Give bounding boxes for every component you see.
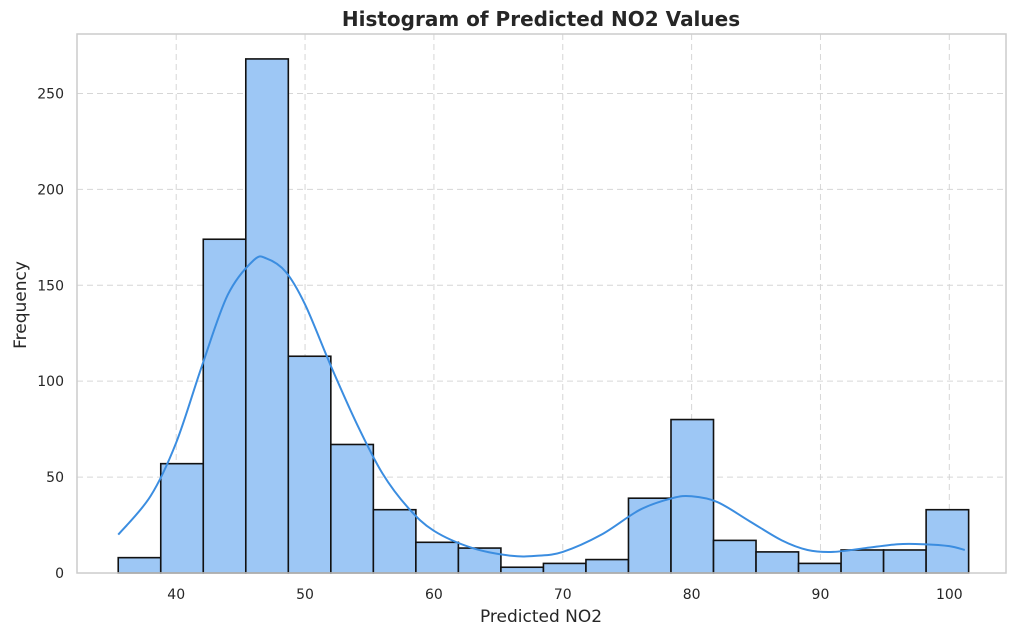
- y-tick-label: 0: [55, 566, 64, 582]
- x-tick-label: 40: [167, 587, 185, 603]
- x-tick-label: 90: [812, 587, 830, 603]
- histogram-bar: [117, 556, 162, 574]
- histogram-bar: [457, 547, 502, 574]
- y-axis-ticks: 0 50 100 150 200 250: [37, 86, 64, 582]
- histogram-bar: [202, 238, 247, 574]
- histogram-bar: [755, 551, 800, 574]
- histogram-bar: [287, 355, 332, 574]
- chart-title: Histogram of Predicted NO2 Values: [342, 7, 740, 31]
- x-tick-label: 80: [683, 587, 701, 603]
- histogram-bar: [585, 558, 630, 574]
- histogram-bar: [627, 497, 672, 574]
- histogram-bar: [159, 462, 205, 574]
- histogram-bar: [500, 566, 545, 574]
- x-tick-label: 50: [296, 587, 314, 603]
- y-axis-label: Frequency: [11, 261, 31, 349]
- histogram-bar: [244, 58, 290, 574]
- x-axis-label: Predicted NO2: [480, 607, 602, 627]
- histogram-bar: [372, 508, 417, 574]
- x-tick-label: 100: [936, 587, 963, 603]
- histogram-bar: [925, 508, 970, 574]
- y-tick-label: 50: [46, 470, 64, 486]
- x-tick-label: 60: [425, 587, 443, 603]
- histogram-bar: [542, 562, 587, 574]
- histogram-bar: [882, 549, 927, 574]
- histogram-bar: [797, 562, 842, 574]
- y-tick-label: 200: [37, 182, 64, 198]
- x-axis-ticks: 40 50 60 70 80 90 100: [167, 587, 962, 603]
- y-tick-label: 150: [37, 278, 64, 294]
- plot-frame: [76, 33, 1007, 574]
- histogram-bar: [330, 443, 375, 574]
- y-tick-label: 250: [37, 86, 64, 102]
- x-tick-label: 70: [554, 587, 572, 603]
- kde-curve: [117, 255, 966, 558]
- histogram-bar: [712, 539, 757, 574]
- histogram-bar: [415, 541, 460, 574]
- histogram-bar: [840, 549, 885, 574]
- y-tick-label: 100: [37, 374, 64, 390]
- bars-layer: [117, 58, 970, 574]
